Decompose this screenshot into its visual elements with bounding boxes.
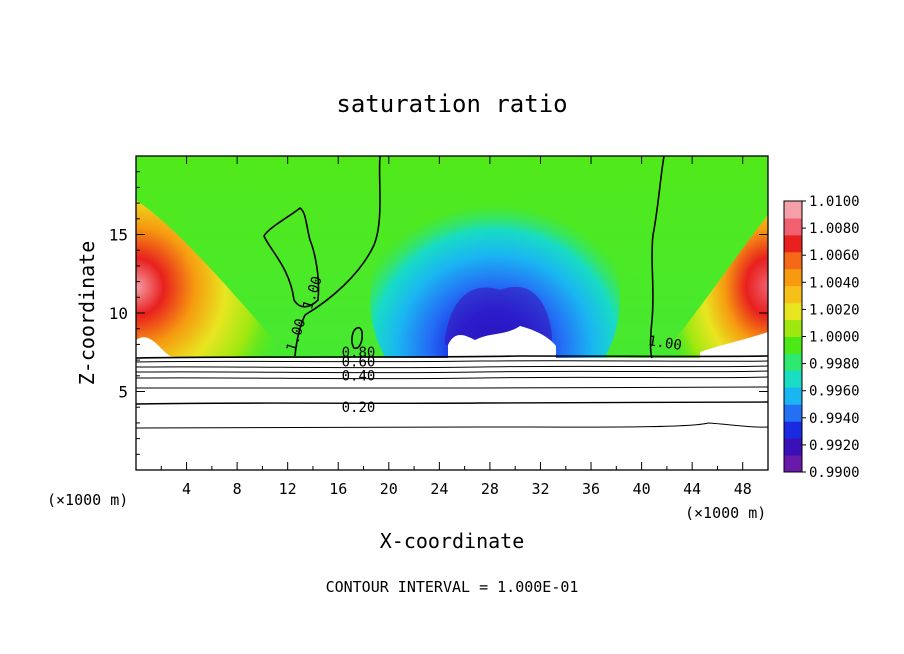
contour-label: 0.60 <box>342 354 376 370</box>
x-tick-label: 8 <box>233 480 242 498</box>
contour-label: 0.80 <box>342 345 376 361</box>
x-tick-label: 24 <box>430 480 448 498</box>
colorbar-swatch <box>784 217 802 236</box>
colorbar-swatch <box>784 421 802 439</box>
colorbar-label: 1.0040 <box>809 275 860 291</box>
colorbar-swatch <box>784 353 802 371</box>
contour-line-070 <box>136 360 768 363</box>
colorbar-swatch <box>784 285 802 304</box>
x-tick-label: 40 <box>633 480 651 498</box>
contour-label: 0.40 <box>342 369 376 385</box>
lower-contours <box>136 355 768 429</box>
contour-unity-right <box>649 156 665 359</box>
y-tick-label: 5 <box>118 383 128 402</box>
contour-line-030 <box>136 386 768 389</box>
cloud-base-white <box>136 358 768 470</box>
x-tick-label: 16 <box>329 480 347 498</box>
colorbar-label: 0.9900 <box>809 465 860 481</box>
x-tick-label: 28 <box>481 480 499 498</box>
y-tick-label: 10 <box>109 304 128 323</box>
x-axis-label: X-coordinate <box>380 529 525 553</box>
white-bumps-center <box>448 326 556 358</box>
y-axis: 5 10 15 <box>109 171 768 455</box>
x-tick-label: 12 <box>279 480 297 498</box>
colorbar-swatch <box>784 438 802 456</box>
contour-line-080 <box>136 355 768 359</box>
contour-line-020 <box>136 401 768 405</box>
colorbar-swatch <box>784 201 802 219</box>
field-left-plume <box>136 200 290 358</box>
white-bumps-right <box>700 332 768 358</box>
x-tick-label: 32 <box>531 480 549 498</box>
contour-unity-left <box>294 156 381 357</box>
colorbar-label: 1.0080 <box>809 221 860 237</box>
colorbar-label: 1.0100 <box>809 194 860 210</box>
colorbar-swatch <box>784 404 802 422</box>
colorbar-swatch <box>784 251 802 270</box>
contour-line-060 <box>136 365 768 369</box>
colorbar-label: 0.9960 <box>809 384 860 400</box>
colorbar-label: 1.0000 <box>809 330 860 346</box>
contour-line-010 <box>136 422 768 429</box>
contour-label: 0.20 <box>342 400 376 416</box>
colorbar-swatch <box>784 319 802 337</box>
contour-line-050 <box>136 370 768 374</box>
colorbar: 1.0100 1.0080 1.0060 1.0040 1.0020 1.0000 0.99… <box>783 194 860 481</box>
x-tick-label: 20 <box>380 480 398 498</box>
colorbar-swatch <box>784 455 802 473</box>
contour-unity-loop <box>263 206 320 308</box>
colorbar-swatch <box>784 336 802 354</box>
x-tick-label: 44 <box>683 480 701 498</box>
unity-contours <box>263 156 665 359</box>
plot-area: 1.001.00 1.000.800.600.400.20 <box>136 156 768 470</box>
colorbar-swatch <box>784 234 802 253</box>
colorbar-swatch <box>784 370 802 388</box>
contour-interval-note: CONTOUR INTERVAL = 1.000E-01 <box>326 578 579 596</box>
contour-line-040 <box>136 376 768 380</box>
contour-unity-small-loop <box>351 326 363 350</box>
colorbar-swatch <box>784 302 802 321</box>
white-bumps-left <box>136 337 180 358</box>
colorbar-swatch <box>784 268 802 287</box>
colorbar-label: 1.0060 <box>809 248 860 264</box>
chart-title: saturation ratio <box>336 90 567 118</box>
x-tick-label: 48 <box>734 480 752 498</box>
x-tick-label: 36 <box>582 480 600 498</box>
x-tick-label: 4 <box>182 480 191 498</box>
x-unit-left: (×1000 m) <box>47 491 128 509</box>
colorbar-label: 0.9920 <box>809 438 860 454</box>
field-right-plume <box>660 215 768 358</box>
contour-label: 1.00 <box>647 333 683 354</box>
colorbar-label: 0.9980 <box>809 357 860 373</box>
colorbar-label: 1.0020 <box>809 302 860 318</box>
colorbar-label: 0.9940 <box>809 411 860 427</box>
x-unit-right: (×1000 m) <box>685 504 766 522</box>
x-axis: 4 8 12 16 20 24 28 32 36 40 44 48 <box>160 156 752 498</box>
y-tick-label: 15 <box>109 226 128 245</box>
colorbar-swatch <box>784 387 802 405</box>
y-axis-label: Z-coordinate <box>75 241 99 386</box>
